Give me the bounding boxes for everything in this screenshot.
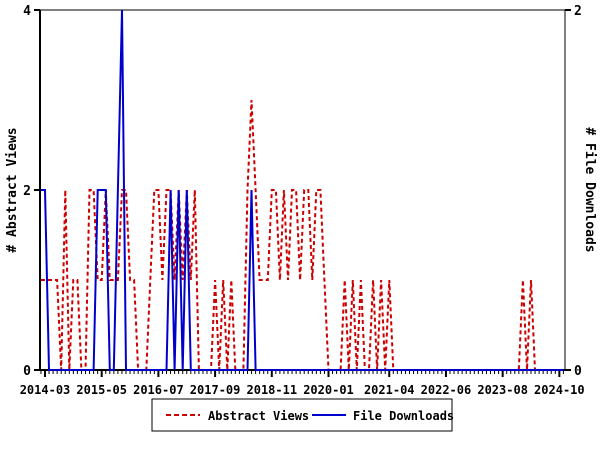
right-axis-title: # File Downloads xyxy=(582,127,597,252)
y-left-tick-label: 2 xyxy=(23,184,31,199)
x-tick-label: 2021-04 xyxy=(364,383,415,397)
y-left-tick-label: 0 xyxy=(23,364,31,379)
x-tick-label: 2023-08 xyxy=(477,383,528,397)
x-tick-label: 2017-09 xyxy=(190,383,241,397)
y-right-tick-label: 2 xyxy=(574,4,582,19)
x-tick-label: 2014-03 xyxy=(20,383,71,397)
x-tick-label: 2018-11 xyxy=(247,383,298,397)
file-downloads-line xyxy=(41,9,564,371)
x-tick-label: 2020-01 xyxy=(303,383,354,397)
legend-box xyxy=(151,398,453,432)
left-axis-title: # Abstract Views xyxy=(5,127,20,252)
x-tick-label: 2016-07 xyxy=(133,383,184,397)
abstract-views-line xyxy=(41,99,564,371)
x-tick-label: 2022-06 xyxy=(421,383,472,397)
x-tick-label: 2024-10 xyxy=(534,383,585,397)
x-tick-label: 2015-05 xyxy=(76,383,127,397)
y-right-tick-label: 0 xyxy=(574,364,582,379)
y-left-tick-label: 4 xyxy=(23,4,31,19)
legend-file-downloads-label: File Downloads xyxy=(353,409,454,423)
legend-abstract-views-label: Abstract Views xyxy=(208,409,309,423)
